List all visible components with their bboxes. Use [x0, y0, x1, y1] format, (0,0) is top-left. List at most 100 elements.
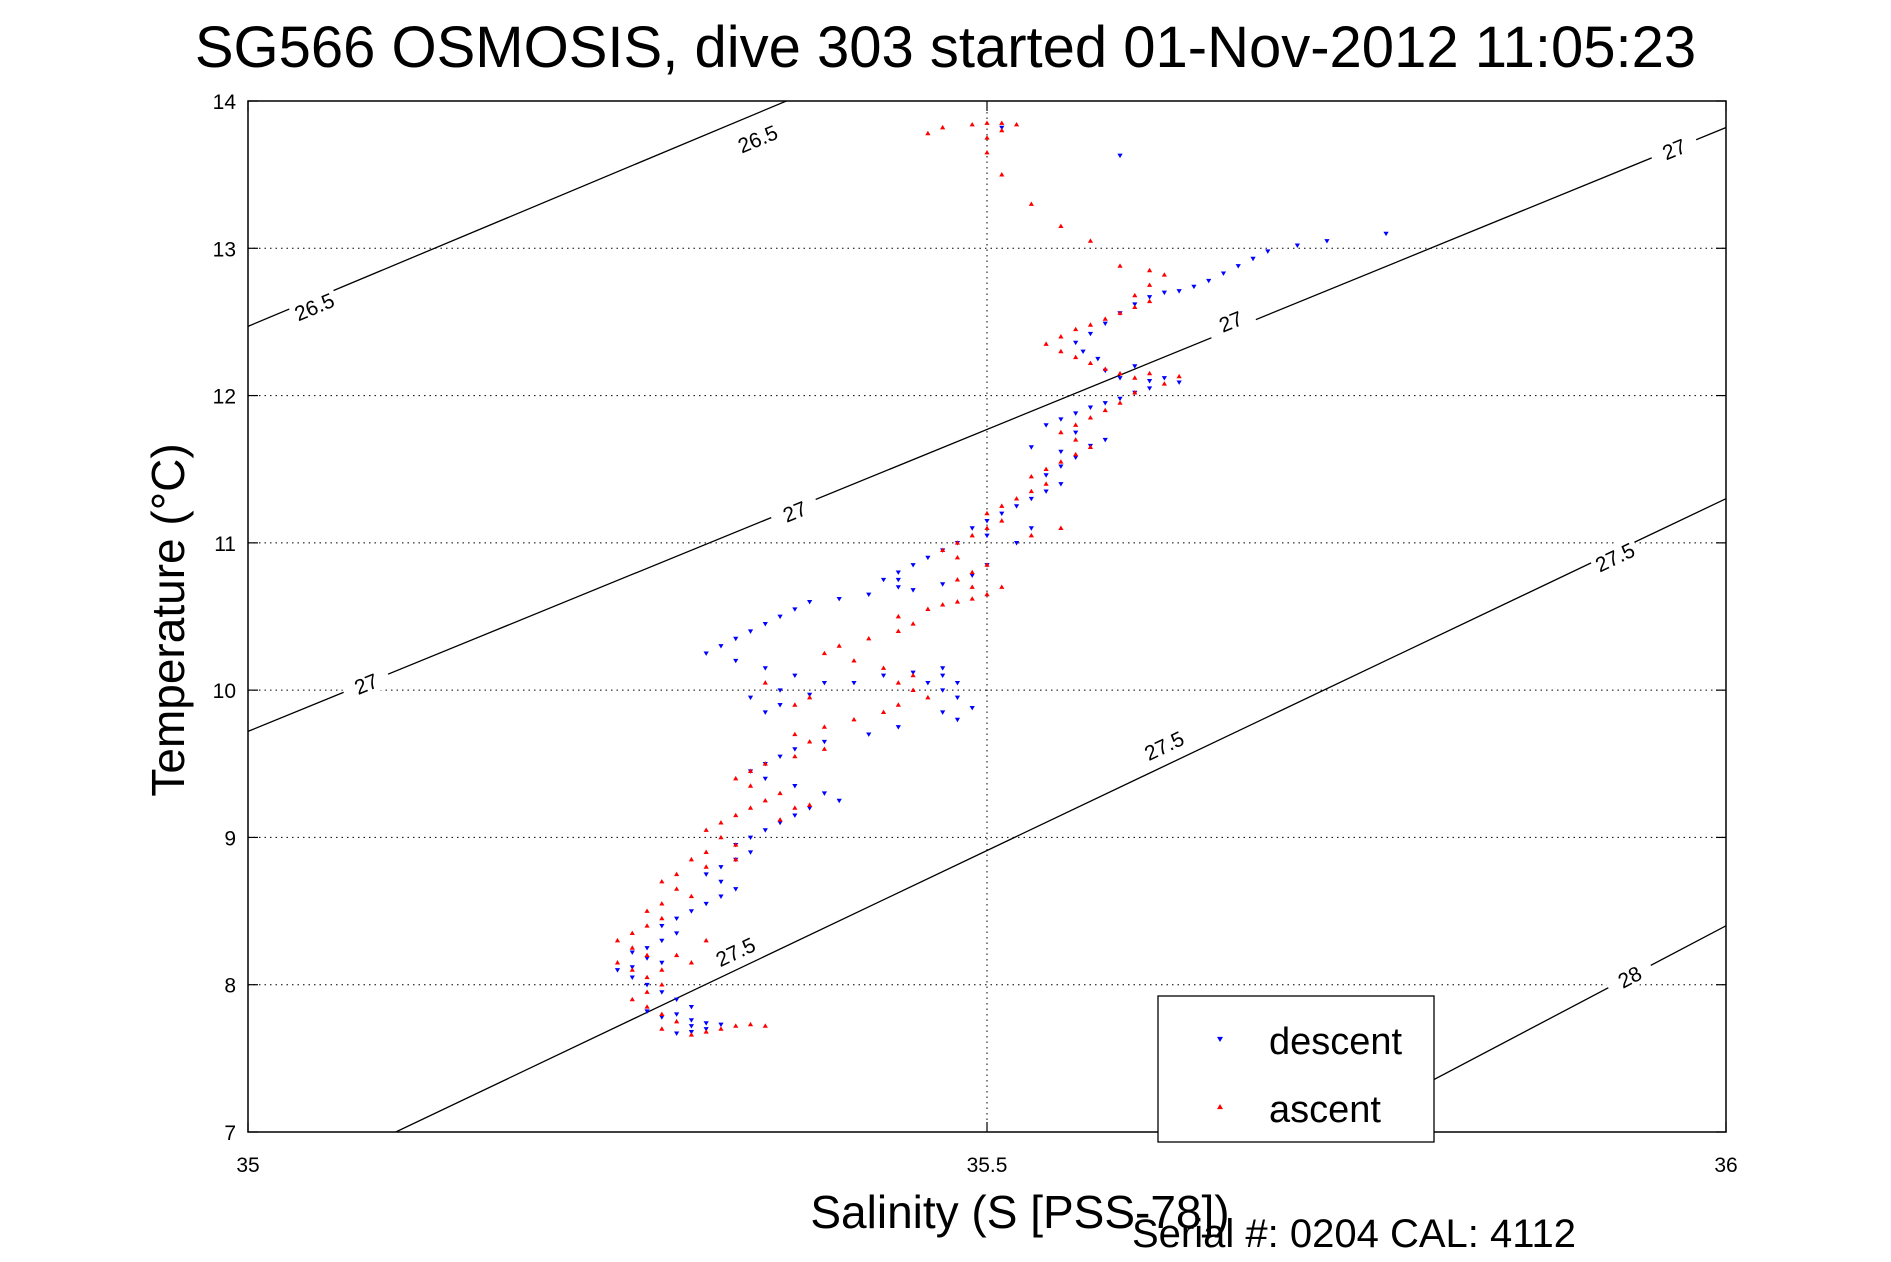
descent-point	[984, 518, 990, 524]
ascent-point	[969, 596, 975, 601]
ascent-point	[1013, 496, 1020, 501]
descent-point	[984, 533, 990, 539]
descent-point	[733, 887, 739, 892]
descent-point	[1235, 264, 1241, 269]
ascent-point	[674, 886, 680, 891]
ascent-point	[925, 130, 931, 136]
descent-point	[1132, 364, 1138, 369]
descent-point	[910, 563, 916, 568]
ascent-point	[1176, 373, 1182, 379]
ascent-point	[659, 967, 665, 972]
ascent-point	[762, 761, 768, 766]
descent-point	[762, 710, 768, 715]
descent-point	[1176, 289, 1182, 294]
ascent-point	[1087, 238, 1094, 243]
isopycnal-label-bg	[1203, 300, 1258, 342]
ascent-point	[910, 672, 916, 678]
ascent-point	[807, 739, 813, 744]
legend-label-descent: descent	[1269, 1021, 1403, 1063]
descent-point	[659, 938, 665, 944]
descent-point	[1087, 331, 1094, 337]
descent-point	[777, 614, 783, 620]
isopycnal-label-bg	[1602, 954, 1657, 999]
descent-point	[718, 879, 724, 885]
ascent-point	[1073, 326, 1079, 332]
descent-point	[807, 806, 813, 811]
ascent-point	[733, 842, 739, 847]
descent-point	[1324, 239, 1330, 244]
descent-point	[910, 588, 916, 593]
ascent-point	[688, 856, 694, 862]
ascent-point	[880, 665, 887, 670]
ascent-point	[954, 577, 961, 582]
ascent-point	[674, 871, 680, 877]
descent-point	[1087, 405, 1094, 410]
descent-point	[940, 673, 946, 679]
descent-point	[792, 747, 798, 752]
ascent-point	[851, 658, 857, 663]
ascent-point	[614, 937, 621, 943]
descent-point	[880, 673, 887, 679]
descent-point	[1073, 430, 1079, 435]
ascent-point	[733, 856, 739, 862]
descent-point	[1058, 449, 1064, 455]
descent-point	[674, 931, 680, 936]
descent-point	[674, 997, 680, 1003]
ascent-point	[895, 613, 901, 619]
ascent-point	[1087, 415, 1094, 420]
descent-point	[940, 582, 946, 587]
descent-point	[1146, 386, 1153, 391]
x-tick-label: 35.5	[967, 1154, 1008, 1177]
ascent-point	[703, 864, 709, 869]
ascent-point	[866, 635, 872, 641]
ascent-point	[762, 680, 768, 685]
ascent-point	[1117, 263, 1123, 268]
descent-point	[1013, 541, 1020, 546]
ascent-point	[999, 127, 1005, 133]
descent-point	[1265, 249, 1271, 254]
descent-point	[792, 784, 798, 789]
ascent-point	[792, 753, 798, 759]
serial-cal-footer: Serial #: 0204 CAL: 4112	[1132, 1212, 1577, 1256]
ascent-point	[1161, 381, 1167, 386]
descent-point	[688, 1004, 694, 1010]
ascent-point	[718, 820, 724, 825]
ascent-point	[1058, 429, 1064, 435]
descent-point	[836, 798, 842, 804]
ascent-point	[1073, 354, 1079, 360]
descent-point	[1058, 482, 1064, 487]
ascent-point	[940, 602, 946, 607]
ascent-point	[629, 930, 635, 935]
ascent-point	[792, 702, 798, 707]
descent-point	[688, 1024, 694, 1029]
ascent-point	[910, 621, 916, 626]
ascent-point	[644, 923, 650, 928]
gridlines	[248, 101, 1726, 1132]
ascent-point	[674, 1018, 680, 1024]
ascent-point	[940, 547, 946, 553]
y-tick-label: 11	[214, 533, 236, 556]
ascent-point	[999, 518, 1005, 523]
ascent-point	[821, 746, 828, 751]
descent-point	[1383, 231, 1389, 237]
y-tick-label: 10	[213, 680, 236, 703]
y-tick-label: 12	[213, 386, 236, 409]
descent-point	[718, 1022, 724, 1028]
descent-point	[821, 739, 828, 745]
ascent-point	[1161, 272, 1167, 277]
ascent-point	[1028, 488, 1034, 494]
descent-point	[940, 666, 946, 671]
descent-point	[747, 629, 754, 634]
ascent-point	[792, 805, 798, 810]
ascent-point	[777, 790, 783, 796]
ascent-point	[747, 768, 754, 773]
ascent-point	[703, 1029, 709, 1034]
ascent-point	[1043, 481, 1049, 486]
ascent-point	[984, 149, 990, 155]
ascent-point	[644, 974, 650, 980]
isopycnal-label-bg	[708, 930, 763, 973]
ascent-point	[718, 834, 724, 840]
descent-point	[659, 990, 665, 995]
descent-point	[1176, 380, 1182, 385]
descent-point	[1080, 349, 1086, 354]
